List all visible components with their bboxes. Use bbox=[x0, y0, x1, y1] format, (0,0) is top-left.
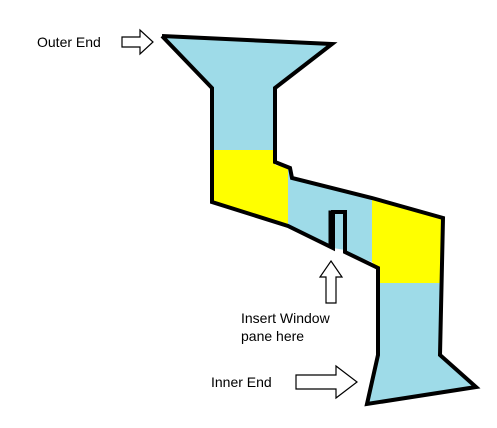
insert-window-label-line2: pane here bbox=[241, 328, 305, 344]
window-slot-outline bbox=[328, 210, 345, 246]
middle-channel-right bbox=[345, 212, 372, 262]
lower-yellow-section bbox=[372, 198, 443, 283]
outer-end-arrow-icon bbox=[121, 28, 154, 56]
inner-funnel bbox=[367, 283, 476, 404]
inner-end-label: Inner End bbox=[211, 374, 272, 390]
inner-end-arrow-icon bbox=[295, 364, 358, 400]
duct-outline bbox=[160, 34, 481, 407]
middle-channel-left bbox=[288, 168, 372, 250]
insert-window-arrow-icon bbox=[318, 259, 344, 304]
outer-funnel bbox=[162, 36, 332, 150]
upper-yellow-section bbox=[212, 150, 290, 224]
insert-window-label-line1: Insert Window bbox=[241, 310, 330, 326]
outer-end-label: Outer End bbox=[37, 34, 101, 50]
